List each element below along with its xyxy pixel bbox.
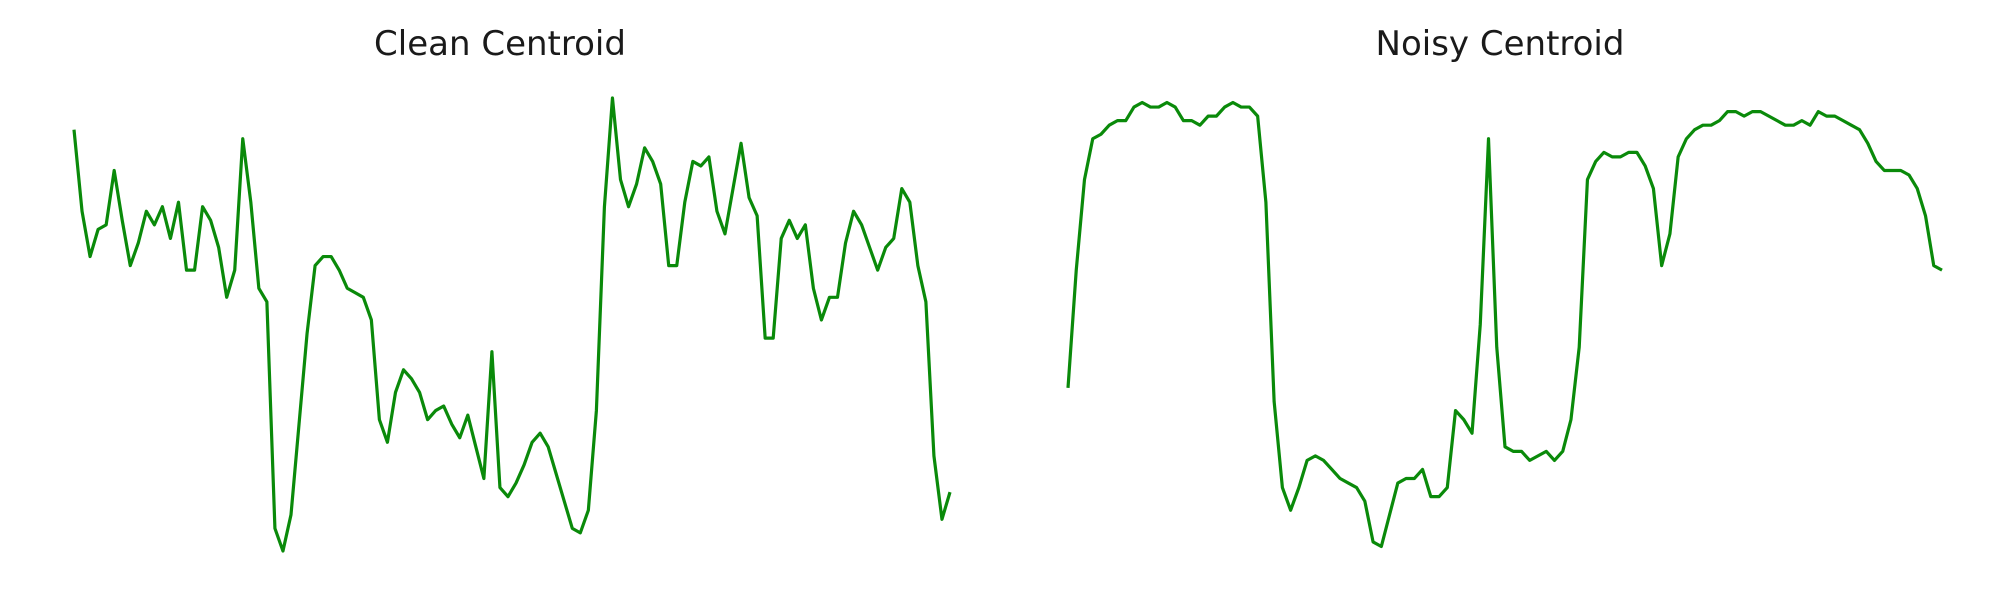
series-line-0	[72, 96, 952, 553]
chart-title: Noisy Centroid	[1375, 24, 1625, 64]
chart-plot	[72, 96, 952, 553]
chart-panel-clean: Clean Centroid	[72, 24, 952, 553]
chart-plot	[1066, 100, 1943, 549]
series-line-0	[1066, 100, 1943, 549]
chart-panel-noisy: Noisy Centroid	[1000, 0, 2000, 600]
chart-title: Clean Centroid	[374, 24, 626, 64]
